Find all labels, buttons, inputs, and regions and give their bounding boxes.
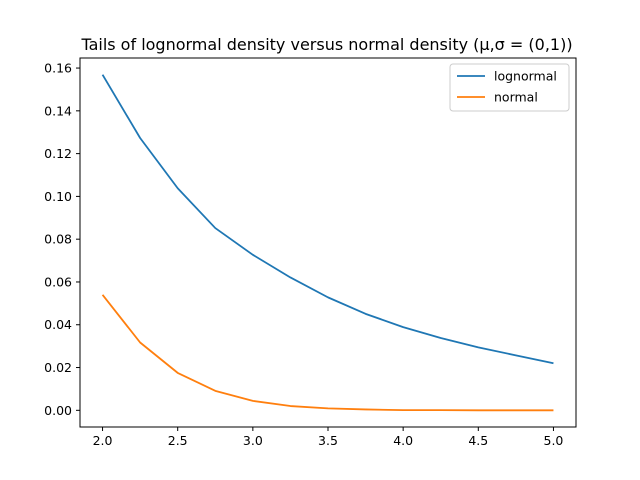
series-group xyxy=(101,74,554,412)
chart-title: Tails of lognormal density versus normal… xyxy=(80,35,572,54)
legend-label-lognormal: lognormal xyxy=(494,69,557,84)
x-tick-label: 2.5 xyxy=(168,433,188,448)
legend: lognormal normal xyxy=(449,63,570,112)
x-tick-label: 4.0 xyxy=(393,433,413,448)
y-tick-label: 0.02 xyxy=(44,360,72,375)
series-line-normal xyxy=(101,294,554,412)
x-axis: 2.0 2.5 3.0 3.5 4.0 4.5 5.0 xyxy=(93,427,564,448)
plot-frame xyxy=(79,57,577,428)
y-tick-label: 0.16 xyxy=(44,61,72,76)
y-axis: 0.00 0.02 0.04 0.06 0.08 0.10 0.12 0.14 0.16 xyxy=(44,61,80,418)
x-tick-label: 2.0 xyxy=(93,433,113,448)
x-tick-label: 5.0 xyxy=(544,433,564,448)
legend-label-normal: normal xyxy=(494,90,538,105)
y-tick-label: 0.04 xyxy=(44,317,72,332)
y-tick-label: 0.12 xyxy=(44,146,72,161)
y-tick-label: 0.10 xyxy=(44,189,72,204)
x-tick-label: 3.5 xyxy=(318,433,338,448)
y-tick-label: 0.06 xyxy=(44,274,72,289)
x-tick-label: 4.5 xyxy=(468,433,488,448)
y-tick-label: 0.14 xyxy=(44,103,72,118)
series-line-lognormal xyxy=(101,74,554,365)
y-tick-label: 0.08 xyxy=(44,232,72,247)
y-tick-label: 0.00 xyxy=(44,403,72,418)
x-tick-label: 3.0 xyxy=(243,433,263,448)
plot-area xyxy=(79,57,577,428)
